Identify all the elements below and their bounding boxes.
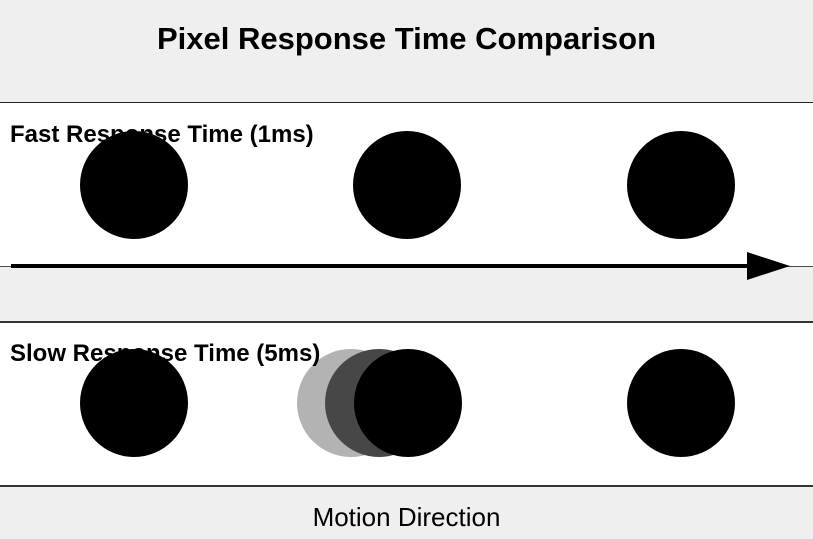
header-band: Pixel Response Time Comparison (0, 0, 813, 103)
motion-arrow-head-icon (747, 252, 790, 280)
pixel-circle (627, 349, 735, 457)
motion-arrow-line (11, 264, 749, 268)
footer-band (0, 485, 813, 539)
pixel-circle (80, 349, 188, 457)
pixel-circle (80, 131, 188, 239)
fast-row-label: Fast Response Time (1ms) (10, 121, 314, 148)
pixel-circle (354, 349, 462, 457)
separator-band (0, 266, 813, 323)
motion-direction-label: Motion Direction (312, 502, 501, 532)
pixel-circle (627, 131, 735, 239)
diagram-title: Pixel Response Time Comparison (156, 21, 657, 56)
pixel-circle (353, 131, 461, 239)
slow-row-label: Slow Response Time (5ms) (10, 340, 321, 367)
